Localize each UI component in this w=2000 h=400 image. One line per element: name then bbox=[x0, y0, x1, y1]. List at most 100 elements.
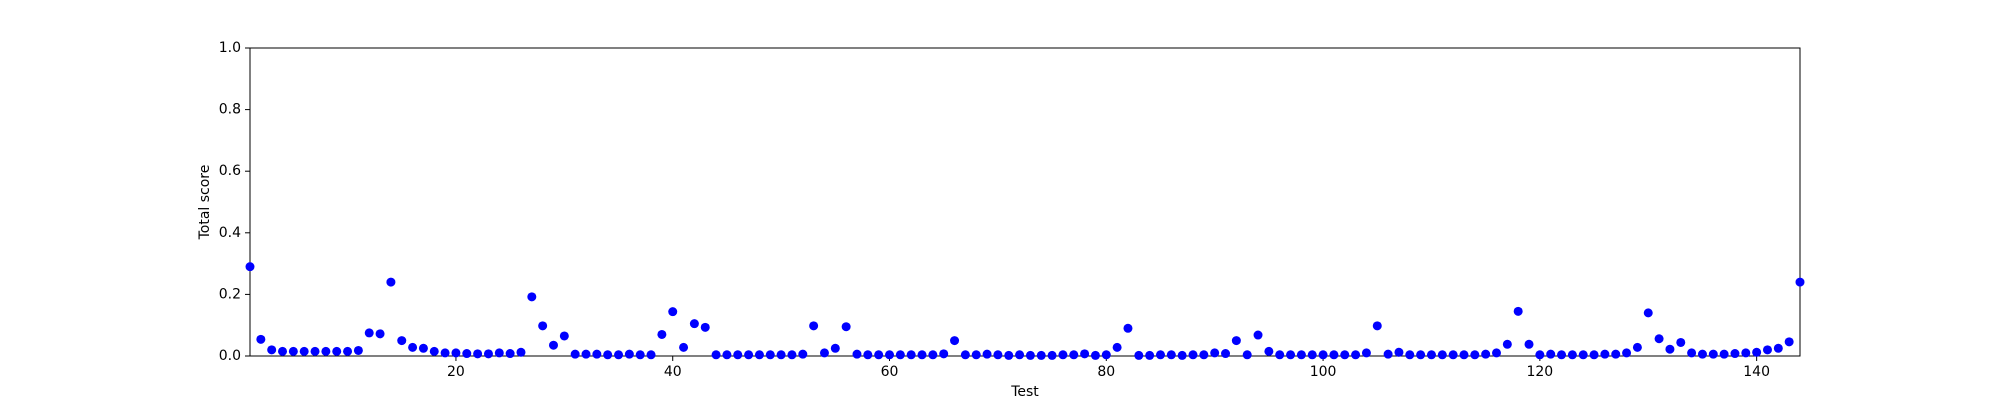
point bbox=[885, 350, 895, 360]
point bbox=[1177, 350, 1187, 360]
y-tick-label: 0.6 bbox=[219, 163, 241, 179]
x-tick-label: 60 bbox=[881, 364, 899, 380]
x-tick-label: 80 bbox=[1097, 364, 1115, 380]
point bbox=[960, 350, 970, 360]
point bbox=[895, 350, 905, 360]
point bbox=[1405, 350, 1415, 360]
point bbox=[288, 346, 298, 356]
point bbox=[906, 350, 916, 360]
point bbox=[581, 349, 591, 359]
point bbox=[1264, 346, 1274, 356]
point bbox=[1470, 350, 1480, 360]
point bbox=[310, 346, 320, 356]
point bbox=[1502, 339, 1512, 349]
point bbox=[1492, 348, 1502, 358]
point bbox=[278, 346, 288, 356]
point bbox=[624, 349, 634, 359]
point bbox=[1730, 349, 1740, 359]
point bbox=[1589, 350, 1599, 360]
x-tick-label: 40 bbox=[664, 364, 682, 380]
point bbox=[993, 350, 1003, 360]
point bbox=[1654, 334, 1664, 344]
point bbox=[1676, 337, 1686, 347]
point bbox=[1188, 350, 1198, 360]
point bbox=[1296, 350, 1306, 360]
point bbox=[473, 349, 483, 359]
point bbox=[332, 346, 342, 356]
point bbox=[1773, 343, 1783, 353]
point bbox=[1524, 339, 1534, 349]
point bbox=[1123, 323, 1133, 333]
point bbox=[1708, 349, 1718, 359]
point bbox=[1437, 350, 1447, 360]
point bbox=[1101, 350, 1111, 360]
point bbox=[559, 331, 569, 341]
y-tick-label: 0.2 bbox=[219, 286, 241, 302]
point bbox=[733, 350, 743, 360]
x-axis-label: Test bbox=[1010, 384, 1039, 400]
point bbox=[1622, 348, 1632, 358]
point bbox=[744, 350, 754, 360]
point bbox=[1134, 350, 1144, 360]
point bbox=[1145, 350, 1155, 360]
point bbox=[299, 346, 309, 356]
point bbox=[1329, 350, 1339, 360]
point bbox=[1513, 306, 1523, 316]
point bbox=[1307, 350, 1317, 360]
point bbox=[1557, 350, 1567, 360]
point bbox=[982, 349, 992, 359]
point bbox=[1253, 330, 1263, 340]
point bbox=[1632, 342, 1642, 352]
point bbox=[1611, 349, 1621, 359]
point bbox=[971, 350, 981, 360]
point bbox=[440, 348, 450, 358]
point bbox=[1741, 348, 1751, 358]
point bbox=[1762, 345, 1772, 355]
point bbox=[1600, 349, 1610, 359]
point bbox=[1372, 321, 1382, 331]
point bbox=[754, 350, 764, 360]
point bbox=[1112, 342, 1122, 352]
point bbox=[1155, 350, 1165, 360]
point bbox=[408, 342, 418, 352]
point bbox=[516, 347, 526, 357]
point bbox=[700, 322, 710, 332]
point bbox=[809, 321, 819, 331]
point bbox=[776, 350, 786, 360]
point bbox=[917, 350, 927, 360]
point bbox=[798, 349, 808, 359]
point bbox=[765, 350, 775, 360]
point bbox=[1242, 350, 1252, 360]
point bbox=[1036, 350, 1046, 360]
point bbox=[397, 336, 407, 346]
y-axis-label: Total score bbox=[197, 165, 213, 241]
point bbox=[1535, 350, 1545, 360]
point bbox=[1199, 350, 1209, 360]
point bbox=[646, 350, 656, 360]
point bbox=[267, 345, 277, 355]
point bbox=[1090, 350, 1100, 360]
point bbox=[1383, 349, 1393, 359]
point bbox=[527, 292, 537, 302]
point bbox=[689, 319, 699, 329]
point bbox=[614, 350, 624, 360]
point bbox=[570, 349, 580, 359]
point bbox=[852, 349, 862, 359]
point bbox=[548, 340, 558, 350]
point bbox=[1752, 347, 1762, 357]
point bbox=[1795, 277, 1805, 287]
point bbox=[1361, 348, 1371, 358]
point bbox=[1231, 336, 1241, 346]
point bbox=[1719, 349, 1729, 359]
point bbox=[1665, 344, 1675, 354]
point bbox=[1047, 350, 1057, 360]
y-tick-label: 0.8 bbox=[219, 102, 241, 118]
point bbox=[1318, 350, 1328, 360]
point bbox=[364, 328, 374, 338]
x-tick-label: 120 bbox=[1526, 364, 1553, 380]
point bbox=[245, 262, 255, 272]
point bbox=[1286, 350, 1296, 360]
plot-frame bbox=[249, 47, 1801, 357]
point bbox=[592, 349, 602, 359]
